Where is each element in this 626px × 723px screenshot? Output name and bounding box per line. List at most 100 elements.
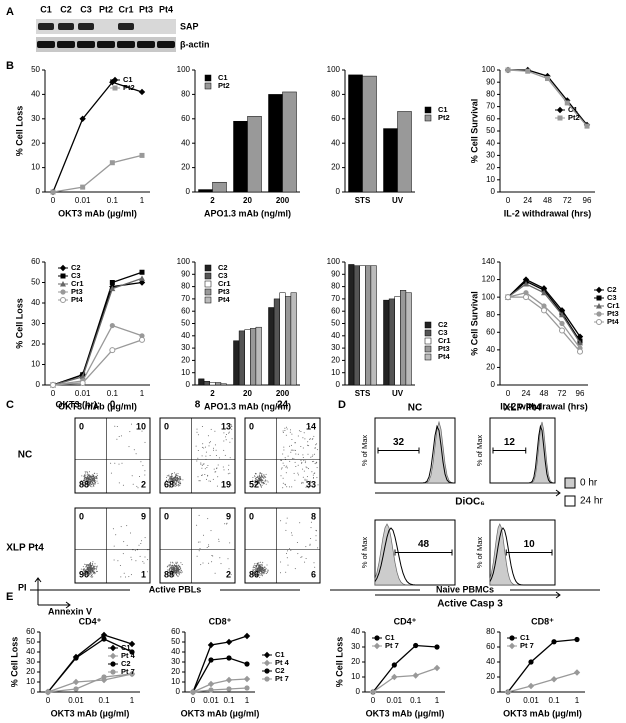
- dot: [199, 480, 201, 482]
- dot: [300, 556, 302, 558]
- dot: [258, 570, 260, 572]
- bar: [212, 181, 227, 193]
- marker: [139, 333, 145, 339]
- x-tick-label: 1: [140, 389, 145, 398]
- legend-swatch: [204, 264, 212, 272]
- dot: [260, 564, 262, 566]
- dot: [302, 447, 304, 449]
- dot: [90, 575, 92, 577]
- dot: [89, 563, 91, 565]
- dot: [139, 476, 140, 477]
- dot: [81, 480, 83, 482]
- dot: [182, 479, 184, 481]
- legend-swatch: [424, 353, 432, 361]
- y-tick-label: 40: [331, 138, 340, 147]
- dot: [179, 569, 181, 570]
- dot: [297, 474, 299, 476]
- y-tick-label: 50: [31, 278, 40, 287]
- dot: [172, 562, 174, 564]
- quadrant-value: 13: [221, 421, 231, 431]
- dot: [255, 473, 257, 475]
- quadrant-value: 0: [164, 421, 169, 431]
- y-tick-label: 90: [486, 77, 495, 86]
- dot: [87, 564, 89, 566]
- series-line: [52, 277, 143, 386]
- dot: [134, 550, 136, 552]
- dot: [311, 461, 313, 463]
- dot: [302, 454, 304, 456]
- group-mask: [420, 585, 510, 595]
- dot: [253, 573, 255, 574]
- dot: [310, 538, 312, 539]
- dot: [260, 569, 262, 571]
- dot: [314, 566, 316, 568]
- dot: [315, 444, 317, 446]
- dot: [175, 572, 177, 574]
- y-tick-label: 0: [186, 380, 191, 389]
- y-tick-label: 0: [31, 687, 36, 696]
- y-tick-label: 90: [331, 269, 340, 278]
- dot: [83, 571, 85, 573]
- dot: [196, 428, 198, 430]
- bar: [279, 292, 286, 386]
- dot: [199, 541, 201, 543]
- dot: [92, 572, 94, 574]
- dot: [114, 425, 116, 427]
- dot: [85, 571, 87, 573]
- y-tick-label: 40: [331, 331, 340, 340]
- dot: [229, 457, 231, 459]
- marker: [584, 123, 590, 129]
- x-axis-label: OKT3 mAb (µg/ml): [51, 708, 130, 718]
- dot: [85, 572, 87, 574]
- dot: [254, 567, 256, 569]
- dot: [311, 455, 313, 457]
- dot: [196, 524, 198, 526]
- dot: [284, 430, 286, 431]
- quadrant-value: 0: [164, 511, 169, 521]
- actin-band: [117, 41, 135, 48]
- y-tick-label: 60: [486, 642, 495, 651]
- group-mask: [130, 585, 220, 595]
- y-tick-label: 0: [186, 187, 191, 196]
- dot: [259, 574, 261, 576]
- dot: [139, 555, 141, 557]
- legend-label: C2: [121, 659, 131, 668]
- dot: [302, 457, 304, 458]
- y-tick-label: 70: [331, 294, 340, 303]
- dot: [291, 439, 293, 440]
- actin-band: [57, 41, 75, 48]
- dot: [210, 428, 212, 430]
- dot: [173, 479, 175, 481]
- dot: [256, 572, 258, 574]
- histogram-24hr: [489, 527, 555, 586]
- dot: [309, 543, 311, 545]
- bar: [268, 307, 275, 386]
- bar: [220, 383, 227, 386]
- dot: [83, 475, 85, 477]
- dot: [123, 572, 125, 574]
- dot: [229, 472, 231, 474]
- dot: [179, 479, 181, 480]
- marker: [208, 657, 214, 663]
- legend-swatch: [424, 114, 432, 122]
- dot: [198, 480, 200, 482]
- x-axis-label: APO1.3 mAb (ng/ml): [204, 208, 291, 218]
- dot: [212, 478, 214, 480]
- dot: [297, 435, 299, 437]
- x-axis-label: APO1.3 mAb (ng/ml): [204, 401, 291, 411]
- dot: [228, 568, 230, 570]
- y-tick-label: 10: [26, 677, 35, 686]
- dot: [230, 424, 232, 426]
- series-line: [507, 638, 578, 693]
- marker: [101, 674, 107, 680]
- dot: [86, 478, 88, 480]
- dot: [178, 482, 179, 484]
- dot: [312, 454, 314, 456]
- x-tick-label: 72: [558, 389, 567, 398]
- marker: [109, 285, 116, 292]
- dot: [87, 573, 89, 575]
- dot: [264, 572, 266, 574]
- dot: [301, 556, 303, 558]
- dot: [171, 571, 173, 573]
- x-tick-label: 1: [140, 196, 145, 205]
